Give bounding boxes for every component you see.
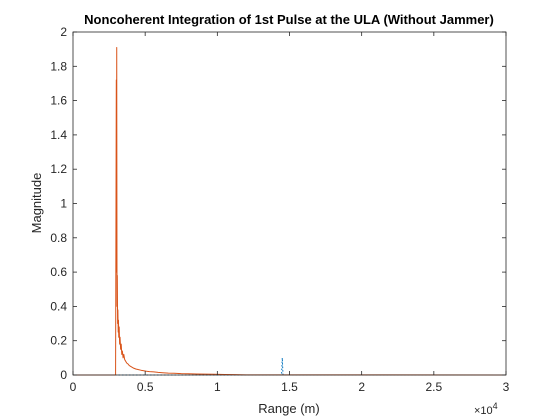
y-tick-label: 0 [60, 368, 67, 382]
x-exponent-label: ×104 [474, 401, 498, 417]
y-tick-label: 0.2 [50, 334, 67, 348]
x-exponent-power: 4 [493, 401, 498, 411]
x-tick-label: 3 [503, 380, 510, 394]
plot-area: 0 0.5 1 1.5 2 2.5 3 0 0.2 0.4 0.6 0.8 1 1.2 1.4 1.6 1.8… [50, 25, 509, 394]
x-tick-label: 1.5 [281, 380, 298, 394]
y-tick-label: 0.8 [50, 231, 67, 245]
y-tick-label: 2 [60, 25, 67, 39]
y-tick-label: 1.4 [50, 128, 67, 142]
y-tick-label: 1.8 [50, 59, 67, 73]
x-tick-label: 2 [358, 380, 365, 394]
x-axis-label: Range (m) [258, 401, 319, 416]
y-tick-label: 0.6 [50, 265, 67, 279]
y-axis-label: Magnitude [29, 173, 44, 234]
y-tick-label: 1.6 [50, 94, 67, 108]
x-tick-label: 0 [70, 380, 77, 394]
x-tick-label: 2.5 [425, 380, 442, 394]
series-line-2 [73, 46, 507, 376]
x-ticks: 0 0.5 1 1.5 2 2.5 3 [70, 32, 510, 394]
y-ticks: 0 0.2 0.4 0.6 0.8 1 1.2 1.4 1.6 1.8 2 [50, 25, 506, 382]
x-exponent-base: ×10 [474, 405, 493, 417]
y-tick-label: 1.2 [50, 162, 67, 176]
x-tick-label: 0.5 [137, 380, 154, 394]
x-tick-label: 1 [214, 380, 221, 394]
y-tick-label: 0.4 [50, 299, 67, 313]
y-tick-label: 1 [60, 197, 67, 211]
axes-background [73, 32, 506, 375]
chart-title: Noncoherent Integration of 1st Pulse at … [84, 12, 494, 27]
